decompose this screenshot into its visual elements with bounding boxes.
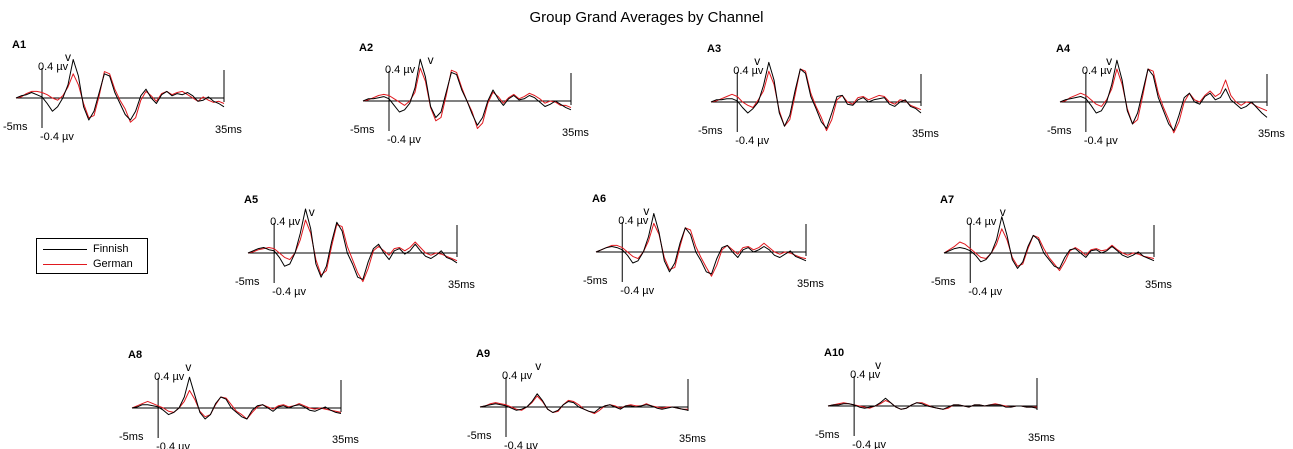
y-top-label-a3: 0.4 µv — [733, 65, 764, 77]
peak-marker-a10: v — [875, 358, 881, 372]
channel-label-a2: A2 — [359, 42, 373, 54]
series-german-a2 — [362, 67, 572, 129]
series-finnish-a6 — [595, 213, 807, 275]
peak-marker-a9: v — [535, 359, 541, 373]
x-end-label-a4: 35ms — [1258, 128, 1285, 140]
y-bottom-label-a1: -0.4 µv — [40, 131, 74, 143]
y-top-label-a7: 0.4 µv — [966, 216, 997, 228]
legend: Finnish German — [36, 238, 148, 274]
series-german-a8 — [131, 389, 342, 420]
peak-marker-a4: v — [1106, 54, 1112, 68]
peak-marker-a6: v — [643, 204, 649, 218]
series-german-a5 — [247, 219, 458, 283]
y-bottom-label-a5: -0.4 µv — [272, 286, 306, 298]
x-start-label-a2: -5ms — [350, 124, 375, 136]
y-top-label-a10: 0.4 µv — [850, 369, 881, 381]
x-end-label-a3: 35ms — [912, 128, 939, 140]
x-end-label-a5: 35ms — [448, 279, 475, 291]
peak-marker-a2: v — [428, 53, 434, 67]
legend-label-german: German — [93, 258, 133, 270]
series-finnish-a5 — [247, 208, 458, 280]
series-german-a4 — [1059, 68, 1268, 134]
legend-line-german — [43, 263, 87, 265]
x-end-label-a8: 35ms — [332, 434, 359, 446]
legend-line-finnish — [43, 248, 87, 250]
x-start-label-a10: -5ms — [815, 429, 840, 441]
legend-item-german: German — [43, 257, 133, 271]
series-finnish-a4 — [1059, 59, 1268, 132]
channel-label-a6: A6 — [592, 193, 606, 205]
y-top-label-a9: 0.4 µv — [502, 370, 533, 382]
series-finnish-a7 — [943, 216, 1155, 269]
x-start-label-a1: -5ms — [3, 121, 28, 133]
x-end-label-a7: 35ms — [1145, 279, 1172, 291]
x-end-label-a6: 35ms — [797, 278, 824, 290]
y-top-label-a2: 0.4 µv — [385, 64, 416, 76]
y-bottom-label-a10: -0.4 µv — [852, 439, 886, 449]
channel-label-a1: A1 — [12, 39, 26, 51]
y-bottom-label-a6: -0.4 µv — [620, 285, 654, 297]
channel-label-a4: A4 — [1056, 43, 1071, 55]
x-start-label-a3: -5ms — [698, 125, 723, 137]
peak-marker-a1: v — [65, 50, 71, 64]
channel-label-a7: A7 — [940, 194, 954, 206]
series-finnish-a1 — [15, 59, 225, 121]
x-end-label-a2: 35ms — [562, 127, 589, 139]
x-end-label-a1: 35ms — [215, 124, 242, 136]
series-finnish-a10 — [827, 397, 1038, 410]
x-end-label-a10: 35ms — [1028, 432, 1055, 444]
y-bottom-label-a4: -0.4 µv — [1084, 135, 1118, 147]
x-start-label-a6: -5ms — [583, 275, 608, 287]
x-start-label-a8: -5ms — [119, 431, 144, 443]
y-bottom-label-a3: -0.4 µv — [735, 135, 769, 147]
channel-label-a5: A5 — [244, 194, 258, 206]
legend-item-finnish: Finnish — [43, 242, 128, 256]
y-top-label-a6: 0.4 µv — [618, 215, 649, 227]
peak-marker-a5: v — [309, 205, 315, 219]
channel-label-a3: A3 — [707, 43, 721, 55]
y-bottom-label-a7: -0.4 µv — [968, 286, 1002, 298]
y-top-label-a8: 0.4 µv — [154, 371, 185, 383]
y-top-label-a5: 0.4 µv — [270, 216, 301, 228]
series-german-a3 — [710, 68, 922, 132]
peak-marker-a3: v — [754, 54, 760, 68]
series-german-a1 — [15, 71, 225, 123]
series-finnish-a9 — [479, 393, 689, 413]
x-start-label-a7: -5ms — [931, 276, 956, 288]
peak-marker-a7: v — [1000, 205, 1006, 219]
series-finnish-a8 — [131, 376, 342, 420]
channel-label-a8: A8 — [128, 349, 142, 361]
x-start-label-a5: -5ms — [235, 276, 260, 288]
series-finnish-a3 — [710, 61, 922, 129]
series-german-a7 — [943, 228, 1155, 272]
channel-label-a10: A10 — [824, 347, 844, 359]
y-bottom-label-a8: -0.4 µv — [156, 441, 190, 449]
x-start-label-a4: -5ms — [1047, 125, 1072, 137]
peak-marker-a8: v — [185, 360, 191, 374]
legend-label-finnish: Finnish — [93, 243, 129, 255]
x-end-label-a9: 35ms — [679, 433, 706, 445]
channel-label-a9: A9 — [476, 348, 490, 360]
y-bottom-label-a2: -0.4 µv — [387, 134, 421, 146]
x-start-label-a9: -5ms — [467, 430, 492, 442]
chart-title: Group Grand Averages by Channel — [529, 9, 764, 26]
series-german-a10 — [827, 400, 1037, 410]
series-finnish-a2 — [362, 58, 572, 126]
y-top-label-a1: 0.4 µv — [38, 61, 69, 73]
y-bottom-label-a9: -0.4 µv — [504, 440, 538, 449]
y-top-label-a4: 0.4 µv — [1082, 65, 1113, 77]
series-german-a9 — [479, 395, 688, 415]
series-german-a6 — [595, 222, 807, 277]
